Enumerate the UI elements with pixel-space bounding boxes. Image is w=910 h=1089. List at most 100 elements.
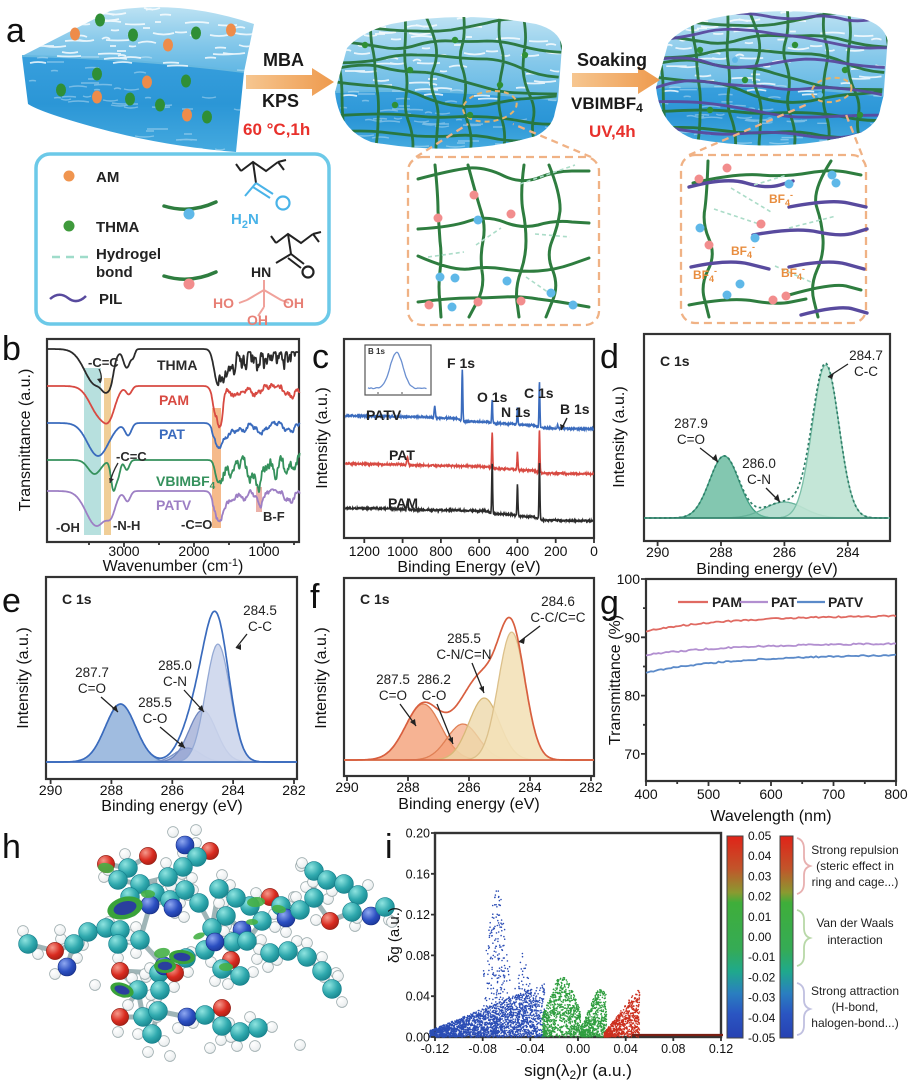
svg-text:b: b [2, 330, 21, 368]
svg-text:VBIMBF4: VBIMBF4 [571, 94, 643, 115]
svg-text:C 1s: C 1s [360, 591, 390, 607]
svg-text:285.5: 285.5 [138, 695, 172, 710]
svg-text:600: 600 [467, 543, 491, 559]
svg-text:f: f [310, 578, 320, 616]
svg-text:Soaking: Soaking [577, 50, 647, 70]
svg-text:PIL: PIL [99, 291, 122, 308]
svg-text:0.04: 0.04 [613, 1042, 637, 1056]
svg-text:284: 284 [836, 544, 860, 560]
svg-text:THMA: THMA [96, 219, 139, 236]
svg-text:0.12: 0.12 [709, 1042, 733, 1056]
svg-text:285.5: 285.5 [447, 631, 481, 646]
svg-text:286: 286 [161, 782, 185, 798]
svg-text:C-O: C-O [143, 711, 168, 726]
svg-text:800: 800 [884, 786, 908, 802]
svg-text:KPS: KPS [262, 91, 299, 111]
svg-text:d: d [600, 338, 619, 376]
svg-text:PATV: PATV [156, 497, 192, 513]
svg-text:O 1s: O 1s [477, 389, 508, 405]
svg-text:δg (a.u.): δg (a.u.) [386, 907, 403, 963]
svg-text:PAM: PAM [388, 495, 418, 511]
svg-text:0.00: 0.00 [406, 1031, 430, 1045]
svg-text:C-C/C=C: C-C/C=C [530, 610, 585, 625]
svg-text:OH: OH [283, 295, 304, 311]
svg-text:C-C: C-C [854, 364, 878, 379]
svg-text:(steric effect in: (steric effect in [816, 859, 894, 873]
svg-text:PATV: PATV [366, 407, 402, 423]
svg-text:C-N: C-N [163, 674, 187, 689]
svg-text:h: h [2, 828, 21, 866]
svg-text:90: 90 [624, 629, 640, 645]
svg-text:70: 70 [624, 746, 640, 762]
svg-text:F 1s: F 1s [447, 355, 475, 371]
svg-text:286: 286 [457, 779, 481, 795]
svg-text:PAT: PAT [771, 594, 797, 610]
svg-text:200: 200 [544, 543, 568, 559]
svg-text:B 1s: B 1s [560, 401, 590, 417]
svg-text:C-N/C=N: C-N/C=N [436, 647, 491, 662]
svg-text:288: 288 [396, 779, 420, 795]
svg-text:Intensity (a.u.): Intensity (a.u.) [313, 627, 330, 728]
svg-text:-C=O: -C=O [181, 517, 212, 532]
svg-text:287.9: 287.9 [674, 416, 708, 431]
svg-text:B-F: B-F [263, 509, 285, 524]
svg-text:BF4-: BF4- [731, 242, 755, 260]
svg-text:60 °C,1h: 60 °C,1h [243, 120, 310, 139]
svg-text:290: 290 [39, 782, 63, 798]
svg-text:e: e [2, 582, 21, 620]
svg-text:0.00: 0.00 [748, 930, 772, 944]
svg-text:C-C: C-C [248, 619, 272, 634]
svg-text:-0.02: -0.02 [748, 970, 776, 984]
svg-text:284.5: 284.5 [243, 603, 277, 618]
svg-text:282: 282 [579, 779, 603, 795]
svg-text:Transmittance (%): Transmittance (%) [607, 615, 624, 745]
svg-text:PAT: PAT [389, 447, 415, 463]
svg-text:sign(λ2)r (a.u.): sign(λ2)r (a.u.) [524, 1061, 632, 1082]
svg-text:0.05: 0.05 [748, 829, 772, 843]
svg-text:AM: AM [96, 169, 119, 186]
svg-text:Van der Waals: Van der Waals [816, 916, 893, 930]
svg-text:THMA: THMA [157, 357, 197, 373]
svg-text:VBIMBF4: VBIMBF4 [156, 473, 216, 492]
svg-text:-0.04: -0.04 [516, 1042, 545, 1056]
svg-text:a: a [6, 12, 25, 50]
svg-text:288: 288 [100, 782, 124, 798]
svg-text:Binding energy (eV): Binding energy (eV) [101, 798, 242, 815]
svg-text:Binding energy (eV): Binding energy (eV) [696, 561, 837, 578]
svg-text:286: 286 [773, 544, 797, 560]
svg-text:285.0: 285.0 [158, 658, 192, 673]
svg-text:284.7: 284.7 [849, 348, 883, 363]
svg-text:HN: HN [251, 264, 271, 280]
svg-text:BF4-: BF4- [693, 266, 717, 284]
svg-text:287.5: 287.5 [376, 672, 410, 687]
svg-text:-OH: -OH [56, 520, 80, 535]
svg-text:N 1s: N 1s [501, 404, 531, 420]
svg-text:100: 100 [617, 571, 641, 587]
svg-text:-0.03: -0.03 [748, 991, 776, 1005]
svg-text:400: 400 [506, 543, 530, 559]
svg-text:0.04: 0.04 [406, 990, 430, 1004]
svg-text:MBA: MBA [263, 50, 304, 70]
svg-text:C=O: C=O [677, 432, 705, 447]
svg-text:interaction: interaction [827, 933, 882, 947]
svg-text:288: 288 [709, 544, 733, 560]
svg-text:1200: 1200 [349, 543, 380, 559]
svg-text:284: 284 [221, 782, 245, 798]
svg-text:C 1s: C 1s [660, 353, 690, 369]
svg-text:(H-bond,: (H-bond, [832, 1000, 879, 1014]
svg-text:1000: 1000 [248, 543, 279, 559]
svg-text:-0.04: -0.04 [748, 1011, 776, 1025]
svg-text:3000: 3000 [108, 543, 139, 559]
svg-text:0.08: 0.08 [406, 949, 430, 963]
svg-text:80: 80 [624, 688, 640, 704]
svg-text:0.00: 0.00 [566, 1042, 590, 1056]
svg-text:Wavenumber (cm-1): Wavenumber (cm-1) [103, 557, 244, 575]
svg-text:HO: HO [213, 295, 234, 311]
svg-text:BF4-: BF4- [781, 264, 805, 282]
svg-text:Transmittance (a.u.): Transmittance (a.u.) [17, 369, 34, 512]
svg-text:-0.05: -0.05 [748, 1031, 776, 1045]
svg-text:H2N: H2N [231, 211, 259, 231]
svg-text:0.02: 0.02 [748, 890, 772, 904]
svg-text:290: 290 [335, 779, 359, 795]
svg-text:-C=C: -C=C [88, 355, 119, 370]
